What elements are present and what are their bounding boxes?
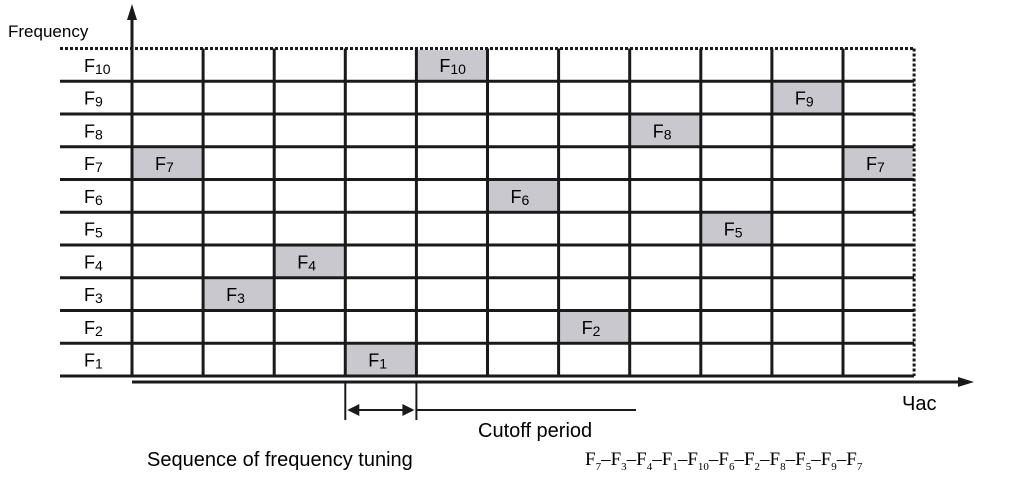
frequency-label: F6 <box>84 187 103 208</box>
frequency-label: F2 <box>84 318 103 339</box>
hop-cell-label: F7 <box>866 154 885 175</box>
frequency-label: F8 <box>84 121 103 142</box>
cutoff-period-label: Cutoff period <box>478 420 593 442</box>
cutoff-arrow-right <box>402 404 415 416</box>
hop-cell-label: F1 <box>368 351 387 372</box>
hop-cell-label: F8 <box>653 121 672 142</box>
hop-cell <box>844 148 913 178</box>
hop-cell <box>275 246 344 277</box>
sequence-text: F7–F3–F4–F1–F10–F6–F2–F8–F5–F9–F7 <box>585 449 863 473</box>
hop-cell <box>133 148 202 178</box>
hop-cell-label: F3 <box>226 285 245 306</box>
hop-cell <box>204 279 273 309</box>
cutoff-arrow-left <box>347 404 360 416</box>
sequence-label: Sequence of frequency tuning <box>147 449 413 471</box>
hop-cell <box>773 82 842 113</box>
frequency-label: F4 <box>84 252 103 273</box>
hop-cell-label: F5 <box>724 220 743 241</box>
hop-cell <box>489 181 558 211</box>
y-axis-title: Frequency <box>8 22 89 41</box>
x-axis-title: Час <box>902 393 937 415</box>
hop-cell <box>631 115 700 146</box>
hop-cell-label: F7 <box>155 154 174 175</box>
x-axis-arrowhead <box>958 377 974 387</box>
frequency-label: F1 <box>84 351 103 372</box>
frequency-label: F10 <box>84 56 111 77</box>
frequency-label: F7 <box>84 154 103 175</box>
hop-cell <box>417 50 486 80</box>
hop-cell <box>702 213 771 244</box>
hop-cell-label: F2 <box>582 318 601 339</box>
hop-cell <box>346 344 415 375</box>
hop-cell <box>560 312 629 342</box>
hop-cell-label: F9 <box>795 89 814 110</box>
y-axis-arrowhead <box>127 4 137 20</box>
frequency-label: F9 <box>84 89 103 110</box>
frequency-label: F3 <box>84 285 103 306</box>
hop-cell-label: F10 <box>439 56 466 77</box>
hop-cell-label: F6 <box>511 187 530 208</box>
hop-cell-label: F4 <box>297 252 316 273</box>
frequency-label: F5 <box>84 220 103 241</box>
